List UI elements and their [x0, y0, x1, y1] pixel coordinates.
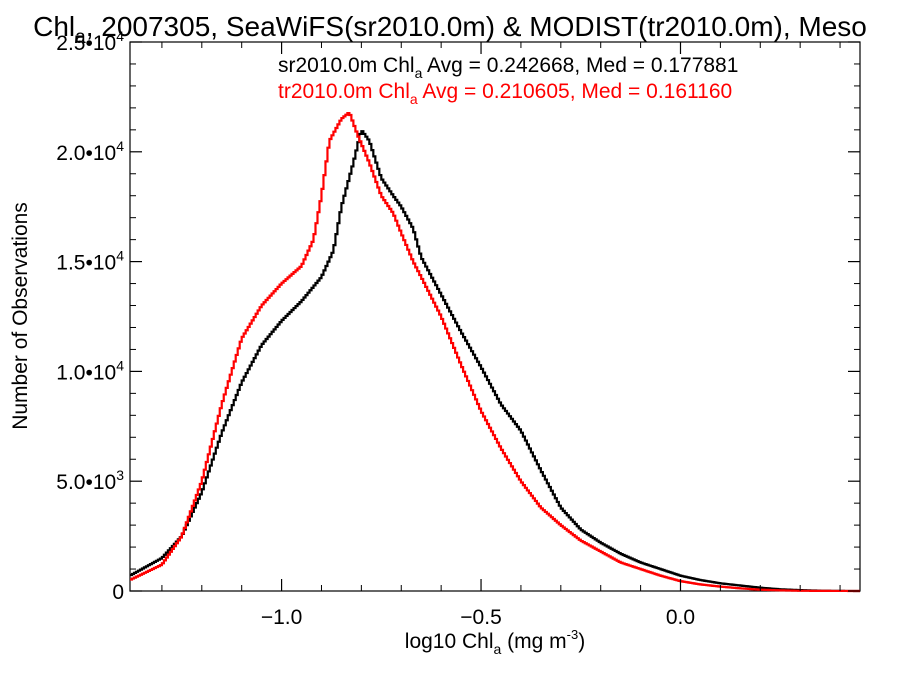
y-tick-label: 5.0•103 [56, 467, 124, 494]
series-line-red [130, 112, 860, 593]
legend-red-stats: Avg = 0.210605, Med = 0.161160 [418, 80, 733, 103]
x-axis-ticks: −1.0 −0.5 0.0 [161, 42, 841, 629]
legend-black-subscript: a [415, 65, 423, 81]
x-tick-label: −0.5 [460, 606, 501, 629]
legend-entry-black: sr2010.0m Chla Avg = 0.242668, Med = 0.1… [278, 54, 738, 81]
y-tick-exponent: 4 [116, 138, 124, 154]
chart-title-subscript: a [75, 27, 86, 48]
x-axis-label: log10 Chla (mg m-3) [405, 627, 585, 657]
y-tick-exponent: 4 [116, 357, 124, 373]
y-tick-mantissa: 2.5•10 [56, 32, 116, 55]
y-tick-mantissa: 1.0•10 [56, 361, 116, 384]
x-axis-label-prefix: log10 Chl [405, 630, 494, 653]
y-tick-mantissa: 1.5•10 [56, 252, 116, 275]
x-axis-label-superscript: -3 [567, 627, 579, 642]
legend-black-stats: Avg = 0.242668, Med = 0.177881 [422, 54, 738, 77]
chart-title-rest: , 2007305, SeaWiFS(sr2010.0m) & MODIST(t… [86, 11, 867, 42]
legend-red-prefix: tr2010.0m Chl [278, 80, 410, 103]
x-axis-label-close: ) [578, 630, 585, 653]
y-tick-exponent: 4 [116, 248, 124, 264]
x-tick-label: −1.0 [261, 606, 302, 629]
x-axis-label-subscript: a [494, 641, 502, 657]
legend-black-prefix: sr2010.0m Chl [278, 54, 415, 77]
x-tick-label: 0.0 [666, 606, 695, 629]
y-tick-label: 0 [112, 581, 124, 604]
chart-title-prefix: Chl [33, 11, 75, 42]
y-tick-exponent: 3 [116, 467, 124, 483]
series-layer [130, 112, 860, 593]
legend-entry-red: tr2010.0m Chla Avg = 0.210605, Med = 0.1… [278, 80, 732, 107]
y-axis-label: Number of Observations [9, 202, 32, 430]
y-tick-mantissa: 5.0•10 [56, 471, 116, 494]
y-tick-exponent: 4 [116, 28, 124, 44]
y-tick-label: 2.5•104 [56, 28, 124, 55]
y-tick-label: 1.0•104 [56, 357, 124, 384]
legend-red-subscript: a [410, 91, 418, 107]
series-line-black [130, 130, 860, 593]
x-axis-label-units: (mg m [501, 630, 566, 653]
chart-title: Chla, 2007305, SeaWiFS(sr2010.0m) & MODI… [33, 11, 867, 48]
y-tick-label: 1.5•104 [56, 248, 124, 275]
y-tick-label: 2.0•104 [56, 138, 124, 165]
plot-frame [129, 41, 861, 592]
y-tick-mantissa: 2.0•10 [56, 142, 116, 165]
